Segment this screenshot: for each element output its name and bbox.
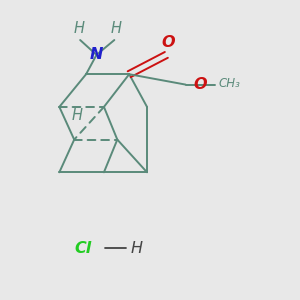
Text: O: O	[193, 77, 207, 92]
Text: H: H	[73, 21, 84, 36]
Text: CH₃: CH₃	[219, 76, 241, 90]
Text: N: N	[90, 47, 103, 62]
Text: Cl: Cl	[75, 241, 92, 256]
Text: H: H	[72, 108, 83, 123]
Text: H: H	[131, 241, 143, 256]
Text: O: O	[161, 35, 175, 50]
Text: H: H	[110, 21, 121, 36]
